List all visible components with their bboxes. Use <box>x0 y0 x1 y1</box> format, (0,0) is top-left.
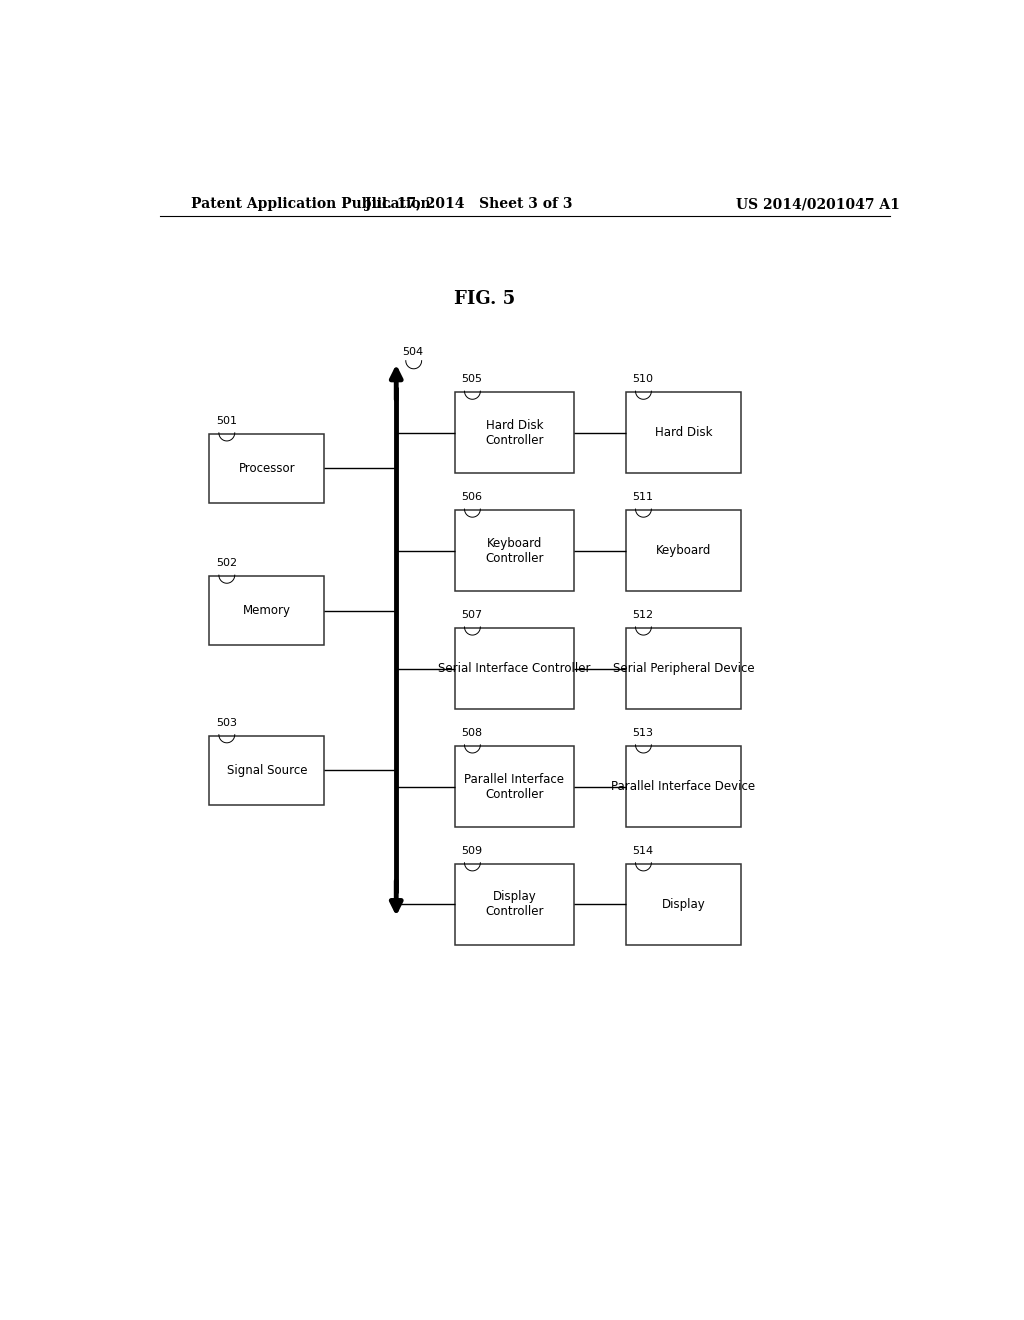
Bar <box>455 863 574 945</box>
Bar <box>455 628 574 709</box>
Text: Memory: Memory <box>243 605 291 618</box>
Bar <box>626 863 741 945</box>
Bar <box>455 510 574 591</box>
Text: 513: 513 <box>633 727 653 738</box>
Text: Hard Disk: Hard Disk <box>654 426 713 440</box>
Bar <box>209 576 325 645</box>
Text: Processor: Processor <box>239 462 295 475</box>
Text: Serial Peripheral Device: Serial Peripheral Device <box>612 663 755 675</box>
Text: Signal Source: Signal Source <box>226 764 307 776</box>
Text: Display: Display <box>662 898 706 911</box>
Bar <box>626 392 741 474</box>
Text: US 2014/0201047 A1: US 2014/0201047 A1 <box>736 197 900 211</box>
Text: 505: 505 <box>461 374 482 384</box>
Bar <box>209 735 325 805</box>
Text: 512: 512 <box>633 610 653 620</box>
Text: Patent Application Publication: Patent Application Publication <box>191 197 431 211</box>
Text: Jul. 17, 2014   Sheet 3 of 3: Jul. 17, 2014 Sheet 3 of 3 <box>366 197 573 211</box>
Bar <box>626 510 741 591</box>
Text: Parallel Interface Device: Parallel Interface Device <box>611 780 756 793</box>
Text: Display
Controller: Display Controller <box>485 891 544 919</box>
Text: 503: 503 <box>216 718 237 727</box>
Text: Parallel Interface
Controller: Parallel Interface Controller <box>465 772 564 800</box>
Text: 510: 510 <box>633 374 653 384</box>
Text: Hard Disk
Controller: Hard Disk Controller <box>485 418 544 447</box>
Text: 507: 507 <box>461 610 482 620</box>
Text: 504: 504 <box>402 347 424 356</box>
Text: 501: 501 <box>216 416 237 426</box>
Text: 509: 509 <box>461 846 482 855</box>
Text: Keyboard: Keyboard <box>655 544 712 557</box>
Text: 514: 514 <box>633 846 653 855</box>
Text: 506: 506 <box>461 492 482 502</box>
Text: 508: 508 <box>461 727 482 738</box>
Text: Serial Interface Controller: Serial Interface Controller <box>438 663 591 675</box>
Text: 502: 502 <box>216 558 237 568</box>
Bar <box>455 746 574 828</box>
Bar <box>455 392 574 474</box>
Text: 511: 511 <box>633 492 653 502</box>
Bar <box>209 434 325 503</box>
Bar <box>626 746 741 828</box>
Text: FIG. 5: FIG. 5 <box>455 289 516 308</box>
Bar <box>626 628 741 709</box>
Text: Keyboard
Controller: Keyboard Controller <box>485 537 544 565</box>
